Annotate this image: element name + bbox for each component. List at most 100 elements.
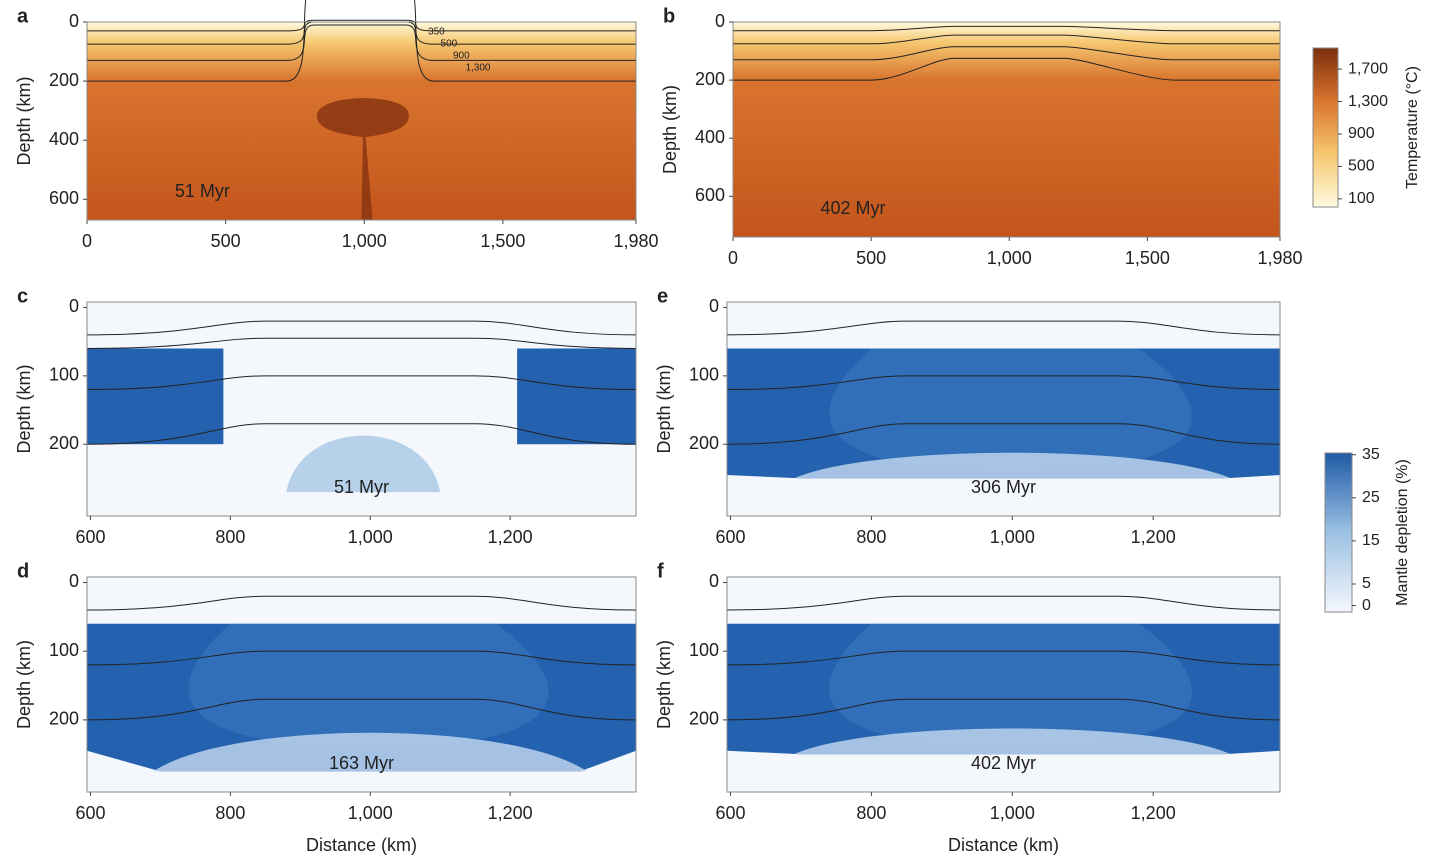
contour — [86, 698, 637, 721]
contour-label: 500 — [441, 39, 458, 50]
frame — [86, 21, 637, 221]
y-tick-label: 600 — [49, 188, 79, 208]
colorbar-label: Temperature (°C) — [1404, 66, 1421, 189]
contour-label: 900 — [453, 51, 470, 62]
x-tick-label: 1,200 — [488, 527, 533, 547]
frame — [86, 301, 637, 517]
x-tick-label: 800 — [215, 527, 245, 547]
contour — [726, 698, 1281, 721]
contour — [726, 595, 1281, 611]
y-tick-label: 100 — [689, 365, 719, 385]
contour — [86, 595, 637, 611]
y-tick-label: 200 — [49, 709, 79, 729]
contour — [86, 320, 637, 336]
x-tick-label: 1,000 — [342, 231, 387, 251]
y-tick-label: 0 — [715, 11, 725, 31]
x-tick-label: 1,500 — [480, 231, 525, 251]
x-tick-label: 600 — [75, 803, 105, 823]
x-tick-label: 1,000 — [990, 527, 1035, 547]
contour — [726, 320, 1281, 336]
x-tick-label: 1,500 — [1125, 248, 1170, 268]
x-tick-label: 1,000 — [990, 803, 1035, 823]
x-tick-label: 1,200 — [488, 803, 533, 823]
y-tick-label: 400 — [695, 127, 725, 147]
contour — [87, 19, 636, 32]
y-tick-label: 400 — [49, 129, 79, 149]
colorbar-tick-label: 900 — [1348, 125, 1375, 142]
colorbar-tick-label: 500 — [1348, 158, 1375, 175]
annotation: 51 Myr — [175, 181, 230, 201]
contour — [733, 34, 1280, 45]
plume — [316, 98, 409, 220]
x-tick-label: 600 — [715, 803, 745, 823]
depleted-inner — [829, 623, 1192, 748]
contour — [726, 423, 1281, 445]
y-tick-label: 200 — [689, 709, 719, 729]
x-tick-label: 800 — [856, 803, 886, 823]
contour — [733, 25, 1280, 32]
y-tick-label: 600 — [695, 185, 725, 205]
x-tick-label: 500 — [211, 231, 241, 251]
depleted-inner — [829, 348, 1192, 472]
annotation: 51 Myr — [334, 477, 389, 497]
annotation: 163 Myr — [329, 753, 394, 773]
y-axis-label: Depth (km) — [14, 640, 34, 729]
y-tick-label: 100 — [49, 365, 79, 385]
x-tick-label: 800 — [215, 803, 245, 823]
frame — [726, 301, 1281, 517]
depleted — [517, 348, 636, 445]
contour — [726, 650, 1281, 666]
contour — [726, 375, 1281, 391]
colorbar — [1312, 47, 1339, 208]
depleted — [87, 348, 224, 445]
panel-letter: a — [17, 5, 29, 27]
dome — [286, 435, 441, 493]
colorbar-tick-label: 35 — [1362, 446, 1380, 463]
y-tick-label: 200 — [689, 433, 719, 453]
y-axis-label: Depth (km) — [660, 85, 680, 174]
x-tick-label: 1,200 — [1131, 527, 1176, 547]
y-tick-label: 200 — [695, 69, 725, 89]
frame — [726, 576, 1281, 793]
fertile — [793, 728, 1231, 755]
x-tick-label: 0 — [82, 231, 92, 251]
contour-label: 1,300 — [465, 63, 490, 74]
contour — [87, 0, 636, 82]
x-tick-label: 1,000 — [987, 248, 1032, 268]
annotation: 402 Myr — [821, 198, 886, 218]
y-axis-label: Depth (km) — [14, 364, 34, 453]
annotation: 306 Myr — [971, 477, 1036, 497]
colorbar — [1324, 452, 1353, 613]
y-tick-label: 0 — [69, 296, 79, 316]
x-tick-label: 1,000 — [348, 527, 393, 547]
colorbar-tick-label: 100 — [1348, 190, 1375, 207]
contour — [86, 650, 637, 666]
y-axis-label: Depth (km) — [654, 640, 674, 729]
x-tick-label: 1,000 — [348, 803, 393, 823]
contour — [86, 375, 637, 391]
y-axis-label: Depth (km) — [14, 76, 34, 165]
panel-letter: d — [17, 560, 29, 582]
y-tick-label: 0 — [69, 571, 79, 591]
fertile — [153, 732, 588, 772]
field — [733, 22, 1280, 237]
y-tick-label: 100 — [689, 640, 719, 660]
annotation: 402 Myr — [971, 753, 1036, 773]
y-axis-label: Depth (km) — [654, 364, 674, 453]
x-tick-label: 0 — [728, 248, 738, 268]
y-tick-label: 0 — [709, 571, 719, 591]
x-tick-label: 500 — [856, 248, 886, 268]
x-tick-label: 600 — [75, 527, 105, 547]
colorbar-tick-label: 1,300 — [1348, 93, 1388, 110]
colorbar-tick-label: 25 — [1362, 489, 1380, 506]
contour — [86, 337, 637, 349]
x-tick-label: 1,200 — [1131, 803, 1176, 823]
panel-letter: b — [663, 5, 675, 27]
contour — [733, 46, 1280, 61]
colorbar-tick-label: 1,700 — [1348, 60, 1388, 77]
colorbar-tick-label: 5 — [1362, 575, 1371, 592]
x-axis-label: Distance (km) — [948, 835, 1059, 855]
depleted-inner — [188, 623, 549, 748]
x-tick-label: 800 — [856, 527, 886, 547]
